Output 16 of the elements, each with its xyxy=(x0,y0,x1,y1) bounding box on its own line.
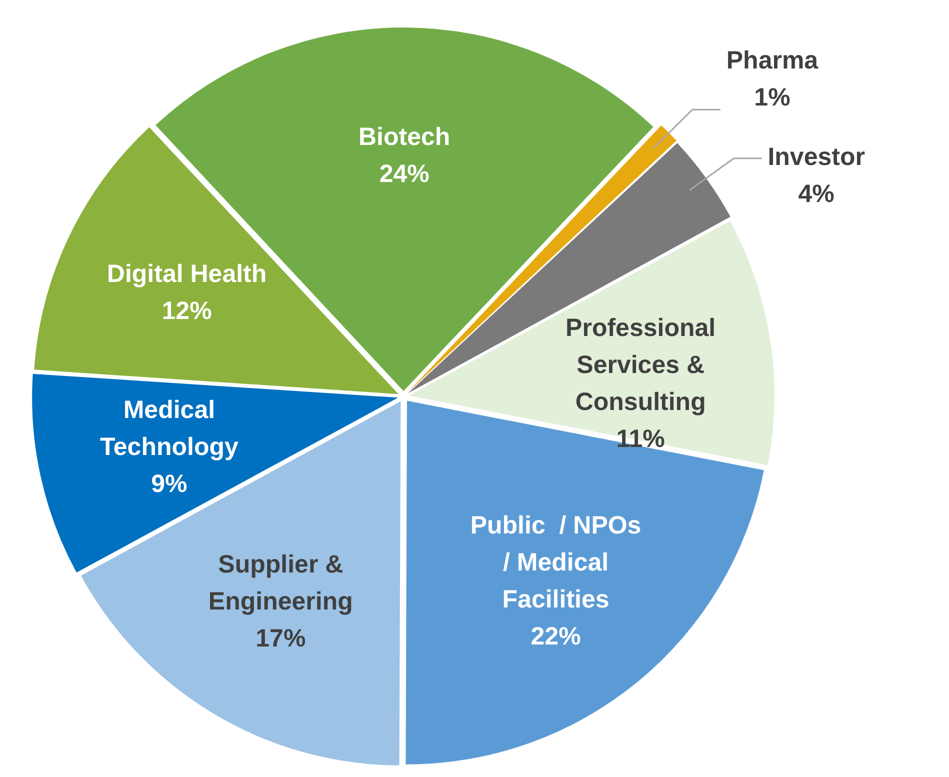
slice-label: Pharma xyxy=(726,46,820,74)
slice-label: Public / NPOs / Medical Facilities xyxy=(470,511,642,614)
slice-label: Supplier & Engineering xyxy=(208,550,353,616)
slice-label: Biotech xyxy=(358,122,450,151)
data-label: 24% xyxy=(379,160,430,188)
data-label: 4% xyxy=(798,180,834,208)
data-label: 11% xyxy=(616,425,665,454)
slice-label: Professional Services & Consulting xyxy=(566,314,716,416)
data-label: 22% xyxy=(530,622,581,650)
data-label: 17% xyxy=(256,624,306,652)
data-label: 1% xyxy=(754,83,790,112)
slice-label: Digital Health xyxy=(106,260,267,288)
data-label: 9% xyxy=(151,470,188,498)
data-label: 12% xyxy=(162,296,212,325)
slice-label: Investor xyxy=(768,143,866,172)
slice-label: Medical Technology xyxy=(100,396,238,461)
